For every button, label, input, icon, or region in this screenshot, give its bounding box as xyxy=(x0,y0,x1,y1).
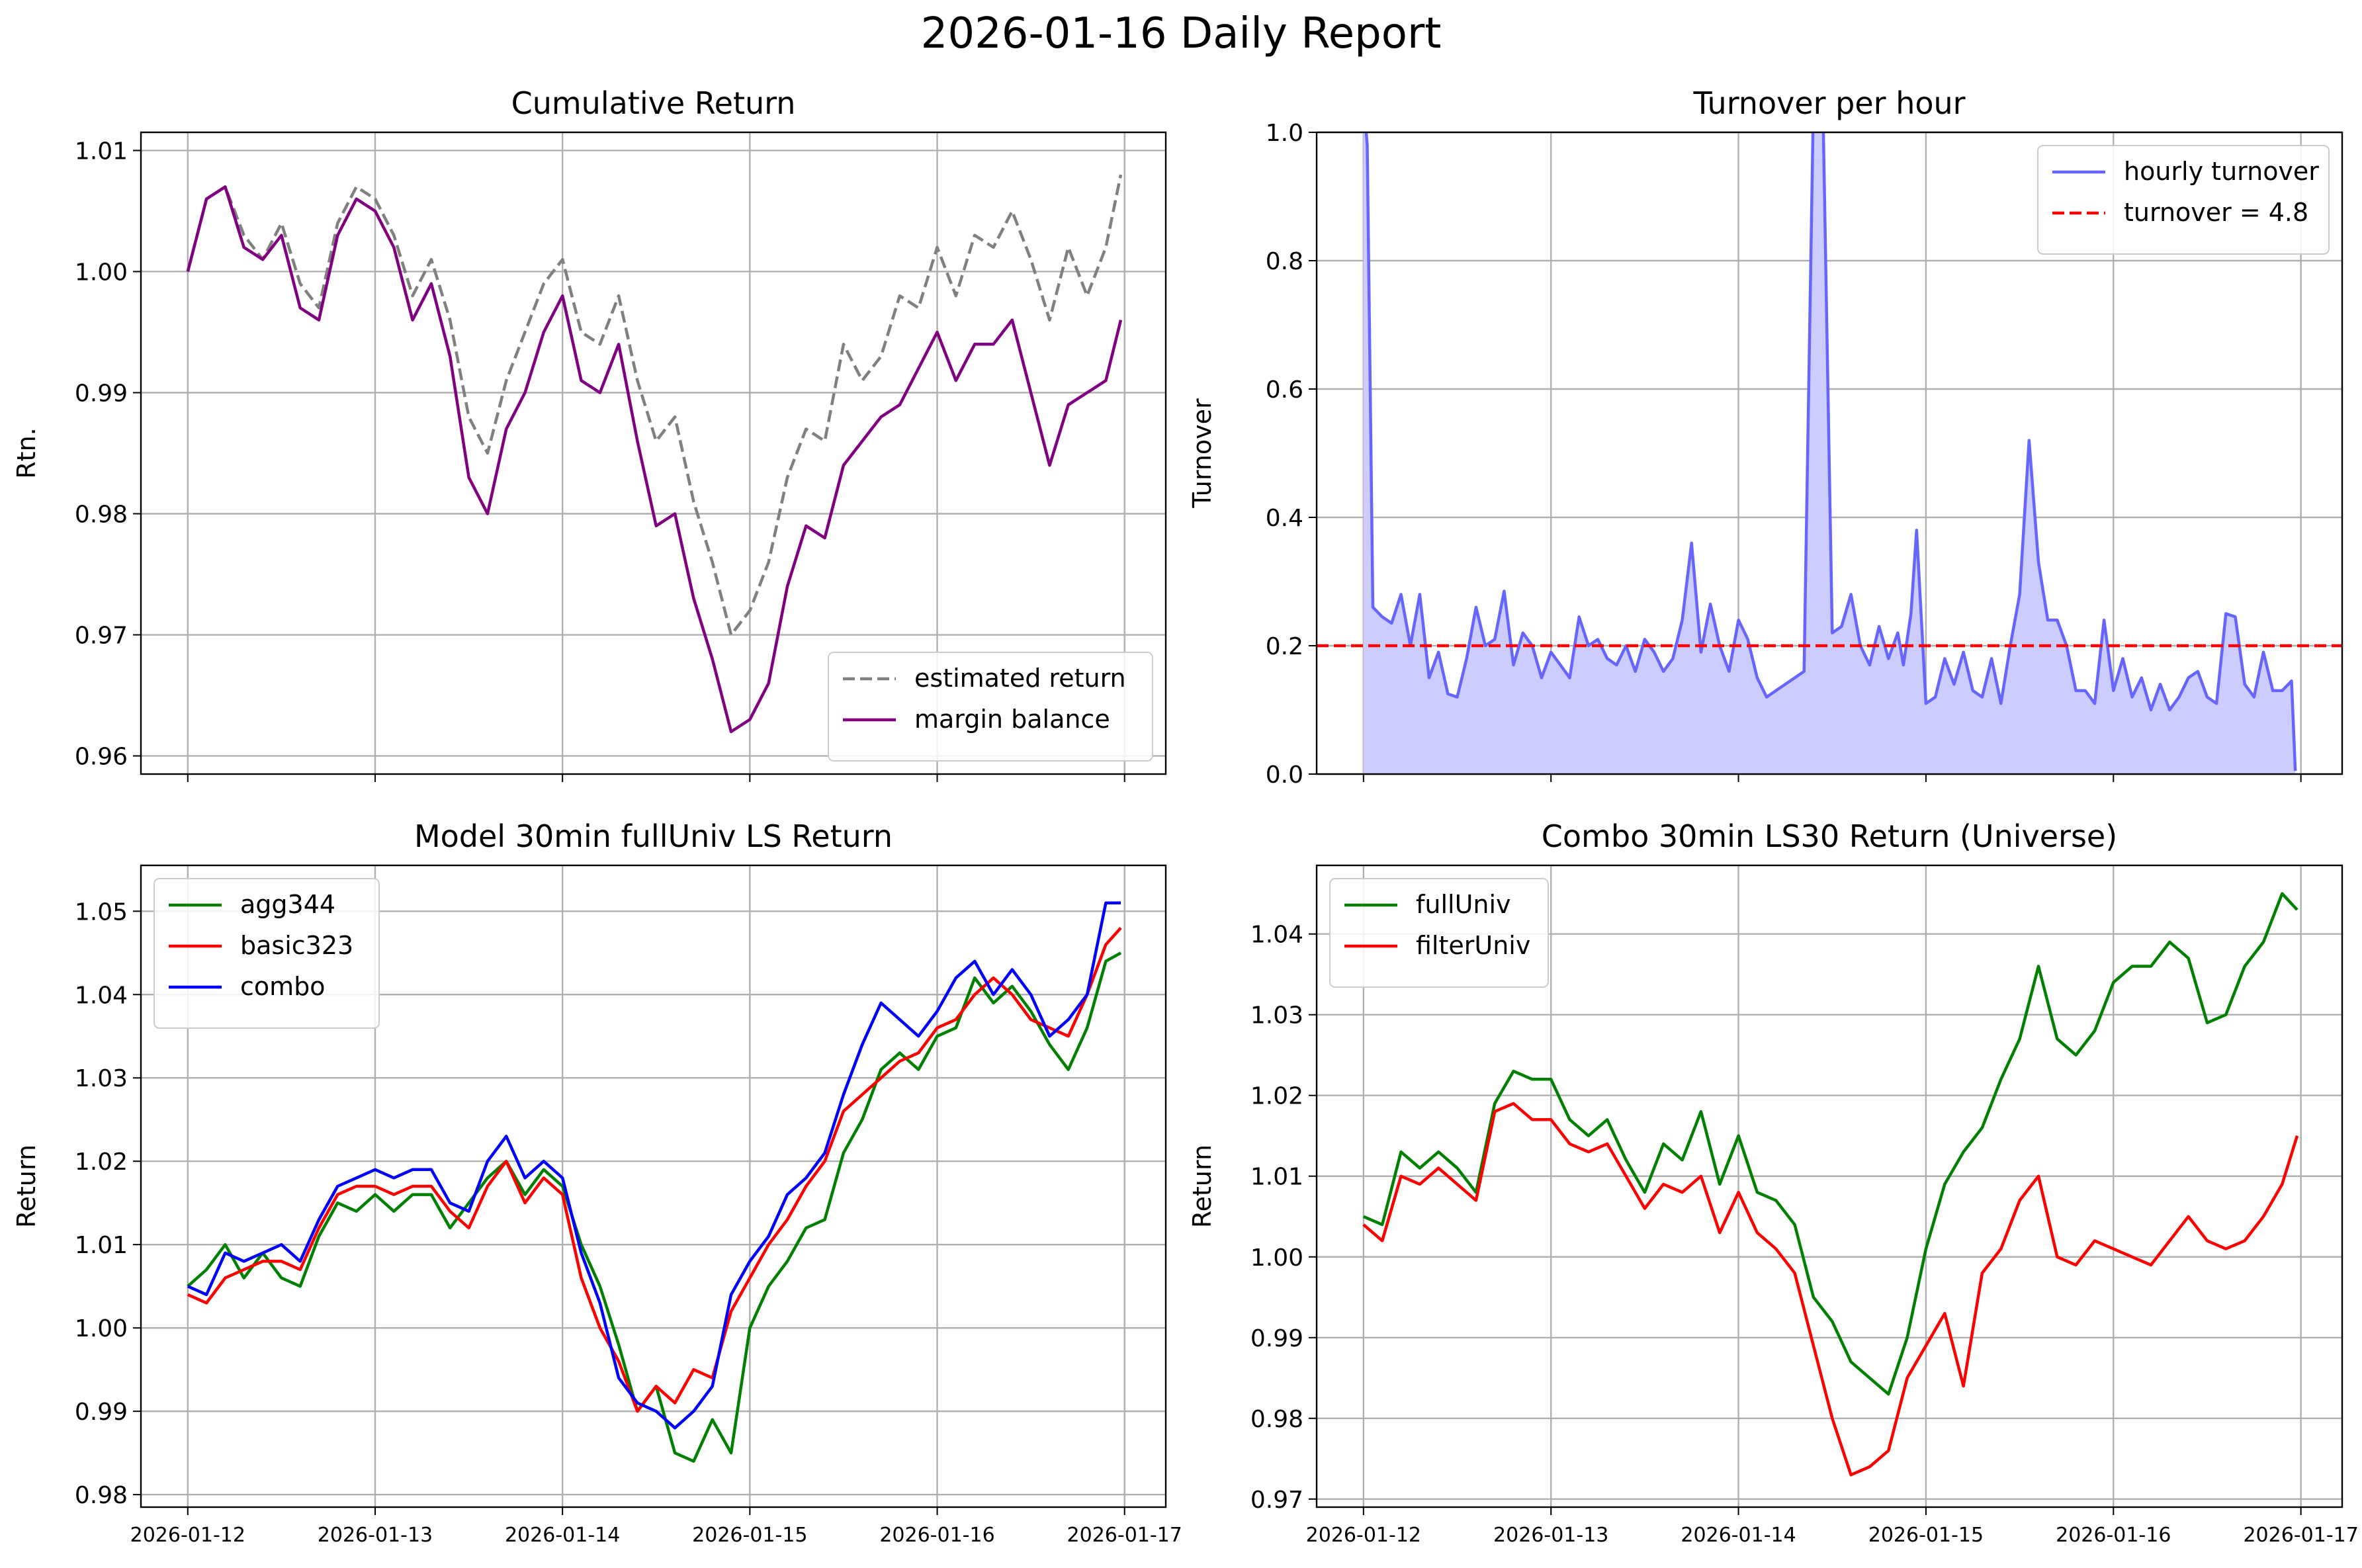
y-tick-label: 0.0 xyxy=(1266,762,1303,789)
legend-box xyxy=(153,878,380,1029)
legend-label: combo xyxy=(240,972,326,1001)
y-tick-label: 0.2 xyxy=(1266,633,1303,660)
y-tick-label: 1.00 xyxy=(75,259,128,286)
legend: estimated return margin balance xyxy=(828,652,1153,762)
plot-area xyxy=(1317,132,2342,774)
panel-turnover: Turnover per hour 0.0 0.2 0.4 0.6 0.8 1.0 Turno… xyxy=(1188,85,2343,789)
x-tick-label: 2026-01-13 xyxy=(318,1524,433,1547)
y-tick-label: 1.00 xyxy=(1250,1244,1303,1272)
y-tick-label: 0.97 xyxy=(1250,1487,1303,1514)
x-tick-label: 2026-01-15 xyxy=(1868,1524,1984,1547)
plot-area xyxy=(1362,892,2299,1477)
axes-frame xyxy=(1315,131,2343,775)
y-tick-label: 0.4 xyxy=(1266,505,1303,532)
y-tick-label: 0.96 xyxy=(75,744,128,771)
x-tick-label: 2026-01-14 xyxy=(505,1524,620,1547)
series-line-hourly-turnover xyxy=(1364,132,2297,771)
legend: hourly turnover turnover = 4.8 xyxy=(2037,145,2330,255)
y-tick-label: 1.02 xyxy=(1250,1083,1303,1110)
axes-frame xyxy=(1315,864,2343,1508)
x-tick-label: 2026-01-14 xyxy=(1681,1524,1796,1547)
y-tick-label: 1.05 xyxy=(75,898,128,926)
x-tick-label: 2026-01-15 xyxy=(692,1524,807,1547)
x-tick-label: 2026-01-17 xyxy=(1067,1524,1182,1547)
y-tick-label: 1.01 xyxy=(75,1232,128,1259)
y-tick-label: 1.01 xyxy=(75,138,128,165)
legend-label: agg344 xyxy=(240,890,335,919)
y-tick-label: 0.98 xyxy=(75,1482,128,1509)
legend: fullUniv filterUniv xyxy=(1329,878,1549,988)
x-tick-label: 2026-01-16 xyxy=(879,1524,994,1547)
x-tick-label: 2026-01-12 xyxy=(130,1524,245,1547)
y-tick-label: 1.03 xyxy=(1250,1002,1303,1029)
figure-suptitle: 2026-01-16 Daily Report xyxy=(921,9,1442,58)
axes-title: Model 30min fullUniv LS Return xyxy=(414,818,893,854)
series-area-fill xyxy=(1363,132,2296,774)
y-axis-label: Turnover xyxy=(1188,398,1217,509)
y-axis-label: Rtn. xyxy=(12,427,41,478)
legend-label: estimated return xyxy=(914,664,1126,693)
series-line-margin-balance xyxy=(186,185,1123,734)
panel-combo_univ: Combo 30min LS30 Return (Universe) 2026-0… xyxy=(1188,818,2359,1547)
y-tick-label: 0.6 xyxy=(1266,376,1303,404)
legend: agg344 basic323 combo xyxy=(153,878,380,1029)
y-tick-label: 1.04 xyxy=(1250,922,1303,949)
series-line-basic323 xyxy=(187,926,1122,1413)
x-tick-label: 2026-01-13 xyxy=(1493,1524,1608,1547)
x-tick-label: 2026-01-16 xyxy=(2056,1524,2171,1547)
y-tick-label: 0.99 xyxy=(75,1399,128,1426)
series-line-fulluniv xyxy=(1362,892,2298,1396)
y-tick-label: 1.02 xyxy=(75,1149,128,1176)
y-axis-label: Return xyxy=(1188,1145,1217,1228)
series-line-filteruniv xyxy=(1362,1102,2299,1477)
x-tick-label: 2026-01-12 xyxy=(1306,1524,1421,1547)
y-tick-label: 0.99 xyxy=(75,380,128,407)
legend-label: fullUniv xyxy=(1416,890,1511,919)
y-tick-label: 1.03 xyxy=(75,1065,128,1092)
panel-cumret: Cumulative Return 0.96 0.97 0.98 0.99 1.00 1.0… xyxy=(12,85,1167,782)
legend-label: margin balance xyxy=(914,705,1110,734)
x-tick-label: 2026-01-17 xyxy=(2243,1524,2358,1547)
series-line-estimated-return xyxy=(186,174,1123,636)
axes-frame xyxy=(140,864,1167,1508)
axes-frame xyxy=(140,131,1167,775)
legend-label: hourly turnover xyxy=(2124,157,2319,186)
y-tick-label: 1.00 xyxy=(75,1315,128,1342)
y-tick-label: 1.04 xyxy=(75,982,128,1009)
axes-title: Cumulative Return xyxy=(511,85,796,121)
y-tick-label: 1.0 xyxy=(1266,120,1303,147)
y-tick-label: 1.01 xyxy=(1250,1164,1303,1191)
axes-title: Turnover per hour xyxy=(1692,85,1965,121)
legend-label: turnover = 4.8 xyxy=(2124,198,2308,227)
y-tick-label: 0.8 xyxy=(1266,248,1303,275)
legend-box xyxy=(828,652,1153,762)
plot-area xyxy=(186,174,1123,734)
y-tick-label: 0.99 xyxy=(1250,1325,1303,1352)
panel-model: Model 30min fullUniv LS Return 2026-01-12… xyxy=(12,818,1182,1547)
y-tick-label: 0.97 xyxy=(75,623,128,650)
y-tick-label: 0.98 xyxy=(1250,1406,1303,1433)
legend-label: filterUniv xyxy=(1416,931,1530,960)
plot-area xyxy=(187,901,1122,1463)
legend-box xyxy=(2037,145,2330,255)
y-tick-label: 0.98 xyxy=(75,501,128,529)
legend-label: basic323 xyxy=(240,931,353,960)
series-line-combo xyxy=(187,901,1121,1430)
axes-title: Combo 30min LS30 Return (Universe) xyxy=(1542,818,2117,854)
y-axis-label: Return xyxy=(12,1145,41,1228)
